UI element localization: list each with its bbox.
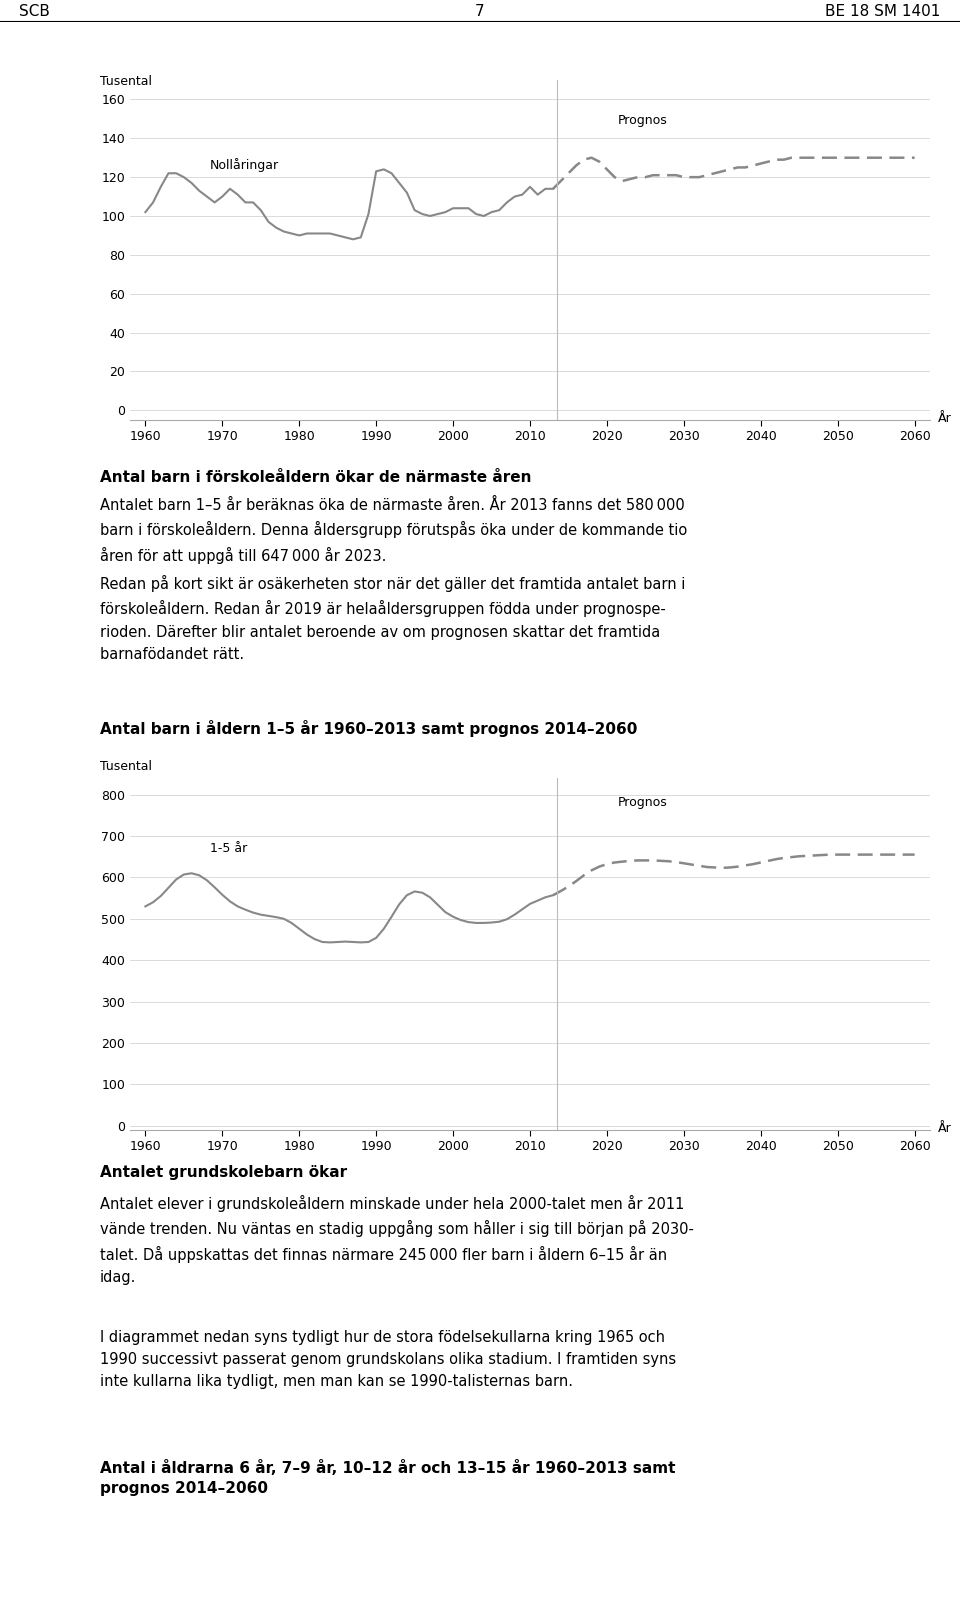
Text: BE 18 SM 1401: BE 18 SM 1401 <box>826 5 941 19</box>
Text: Antal barn i åldern 1–5 år 1960–2013 samt prognos 2014–2060: Antal barn i åldern 1–5 år 1960–2013 sam… <box>100 720 637 737</box>
Text: År: År <box>938 1122 951 1135</box>
Text: Prognos: Prognos <box>618 797 668 810</box>
Text: Antal i åldrarna 6 år, 7–9 år, 10–12 år och 13–15 år 1960–2013 samt
prognos 2014: Antal i åldrarna 6 år, 7–9 år, 10–12 år … <box>100 1460 676 1496</box>
Text: År: År <box>938 412 951 425</box>
Text: Antalet grundskolebarn ökar: Antalet grundskolebarn ökar <box>100 1165 348 1180</box>
Text: Antalet barn 1–5 år beräknas öka de närmaste åren. År 2013 fanns det 580 000
bar: Antalet barn 1–5 år beräknas öka de närm… <box>100 499 687 564</box>
Text: 1-5 år: 1-5 år <box>210 842 248 854</box>
Text: 7: 7 <box>475 5 485 19</box>
Text: Prognos: Prognos <box>618 114 668 127</box>
Text: I diagrammet nedan syns tydligt hur de stora födelsekullarna kring 1965 och
1990: I diagrammet nedan syns tydligt hur de s… <box>100 1330 676 1390</box>
Text: Antalet elever i grundskoleåldern minskade under hela 2000-talet men år 2011
vän: Antalet elever i grundskoleåldern minska… <box>100 1194 694 1286</box>
Text: Antal barn i förskoleåldern ökar de närmaste åren: Antal barn i förskoleåldern ökar de närm… <box>100 470 532 486</box>
Text: Tusental: Tusental <box>100 75 152 88</box>
Text: Redan på kort sikt är osäkerheten stor när det gäller det framtida antalet barn : Redan på kort sikt är osäkerheten stor n… <box>100 575 685 662</box>
Text: Tusental: Tusental <box>100 760 152 773</box>
Text: SCB: SCB <box>19 5 50 19</box>
Text: Nollåringar: Nollåringar <box>210 159 279 172</box>
